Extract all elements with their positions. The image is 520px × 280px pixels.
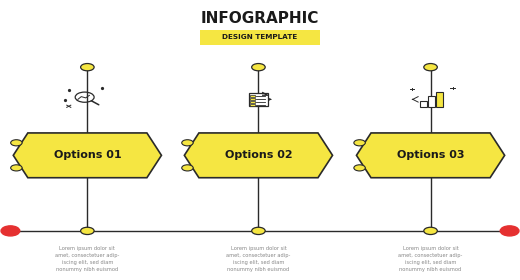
Polygon shape	[185, 133, 333, 178]
FancyBboxPatch shape	[436, 92, 443, 107]
FancyBboxPatch shape	[249, 92, 268, 106]
FancyBboxPatch shape	[251, 104, 255, 106]
Circle shape	[81, 64, 94, 71]
Circle shape	[182, 165, 193, 171]
Circle shape	[424, 227, 437, 235]
Text: Options 02: Options 02	[225, 150, 292, 160]
Circle shape	[354, 140, 365, 146]
Polygon shape	[14, 133, 162, 178]
Circle shape	[424, 64, 437, 71]
Text: INFOGRAPHIC: INFOGRAPHIC	[201, 11, 319, 26]
Circle shape	[1, 226, 20, 236]
Circle shape	[182, 140, 193, 146]
Circle shape	[354, 165, 365, 171]
Text: Lorem ipsum dolor sit
amet, consectetuer adip-
iscing elit, sed diam
nonummy nib: Lorem ipsum dolor sit amet, consectetuer…	[55, 246, 120, 272]
Circle shape	[500, 226, 519, 236]
Circle shape	[11, 165, 22, 171]
Circle shape	[252, 227, 265, 235]
Text: Lorem ipsum dolor sit
amet, consectetuer adip-
iscing elit, sed diam
nonummy nib: Lorem ipsum dolor sit amet, consectetuer…	[226, 246, 291, 272]
Text: Options 01: Options 01	[54, 150, 121, 160]
FancyBboxPatch shape	[200, 30, 320, 45]
Circle shape	[11, 140, 22, 146]
Polygon shape	[357, 133, 504, 178]
Text: Options 03: Options 03	[397, 150, 464, 160]
Circle shape	[81, 227, 94, 235]
FancyBboxPatch shape	[420, 101, 426, 107]
FancyBboxPatch shape	[251, 95, 255, 97]
Circle shape	[252, 64, 265, 71]
FancyBboxPatch shape	[428, 96, 435, 107]
FancyBboxPatch shape	[251, 98, 255, 100]
Text: Lorem ipsum dolor sit
amet, consectetuer adip-
iscing elit, sed diam
nonummy nib: Lorem ipsum dolor sit amet, consectetuer…	[398, 246, 463, 272]
Text: DESIGN TEMPLATE: DESIGN TEMPLATE	[223, 34, 297, 40]
FancyBboxPatch shape	[251, 101, 255, 103]
